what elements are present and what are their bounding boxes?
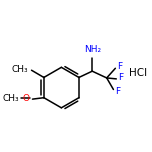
Text: F: F xyxy=(118,73,123,82)
Text: CH₃: CH₃ xyxy=(2,94,19,103)
Text: O: O xyxy=(22,94,30,103)
Text: F: F xyxy=(115,87,121,96)
Text: HCl: HCl xyxy=(130,68,148,78)
Text: CH₃: CH₃ xyxy=(12,65,29,74)
Text: F: F xyxy=(117,62,122,71)
Text: NH₂: NH₂ xyxy=(84,45,101,54)
